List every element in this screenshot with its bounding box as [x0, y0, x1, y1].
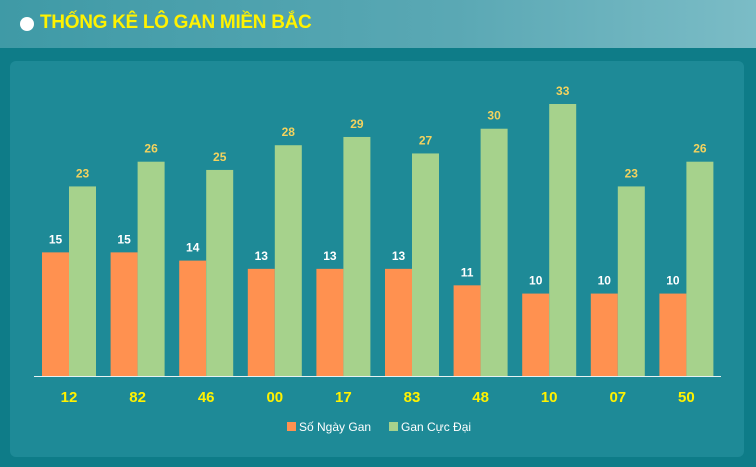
- bars-group: [42, 104, 714, 376]
- legend-swatch-gan-cuc-dai: [389, 422, 398, 431]
- chart-header: THỐNG KÊ LÔ GAN MIỀN BẮC: [0, 0, 756, 48]
- bullet-dot-icon: [20, 17, 34, 31]
- bar-gan-cuc-dai-07: [617, 186, 645, 376]
- category-label-12: 12: [61, 389, 78, 406]
- data-label-gan-cuc-dai-50: 26: [693, 142, 707, 156]
- bar-so-ngay-gan-50: [659, 293, 687, 376]
- data-label-gan-cuc-dai-12: 23: [76, 166, 90, 180]
- data-labels-group: 15 23 15 26 14 25 13 28 13 29 13 27 11 30 10 33 10 23 10 26: [49, 84, 707, 288]
- data-label-so-ngay-gan-17: 13: [323, 249, 337, 263]
- data-label-gan-cuc-dai-48: 30: [487, 109, 501, 123]
- category-label-07: 07: [609, 389, 626, 406]
- data-label-gan-cuc-dai-46: 25: [213, 150, 227, 164]
- data-label-gan-cuc-dai-82: 26: [144, 142, 158, 156]
- bar-gan-cuc-dai-82: [137, 161, 165, 376]
- category-label-00: 00: [266, 389, 283, 406]
- data-label-so-ngay-gan-46: 14: [186, 241, 200, 255]
- data-label-so-ngay-gan-82: 15: [117, 232, 131, 246]
- bar-so-ngay-gan-07: [590, 293, 618, 376]
- bar-so-ngay-gan-12: [42, 252, 69, 376]
- bar-so-ngay-gan-48: [453, 285, 481, 376]
- bar-so-ngay-gan-10: [522, 293, 550, 376]
- data-label-gan-cuc-dai-17: 29: [350, 117, 364, 131]
- category-label-48: 48: [472, 389, 489, 406]
- bar-gan-cuc-dai-10: [549, 104, 577, 376]
- data-label-so-ngay-gan-83: 13: [392, 249, 406, 263]
- legend-label-gan-cuc-dai: Gan Cực Đại: [401, 420, 471, 434]
- bar-gan-cuc-dai-00: [274, 145, 302, 376]
- category-label-17: 17: [335, 389, 352, 406]
- data-label-so-ngay-gan-12: 15: [49, 232, 63, 246]
- category-label-50: 50: [678, 389, 695, 406]
- data-label-so-ngay-gan-07: 10: [598, 274, 612, 288]
- bar-so-ngay-gan-17: [316, 268, 344, 376]
- category-label-83: 83: [404, 389, 421, 406]
- bar-so-ngay-gan-46: [179, 260, 207, 376]
- category-labels-group: 12 82 46 00 17 83 48 10 07 50: [61, 389, 695, 406]
- category-label-82: 82: [129, 389, 146, 406]
- bar-so-ngay-gan-82: [110, 252, 138, 376]
- page-title: THỐNG KÊ LÔ GAN MIỀN BẮC: [40, 12, 312, 33]
- bar-gan-cuc-dai-46: [206, 169, 234, 376]
- bar-gan-cuc-dai-17: [343, 136, 371, 376]
- category-label-10: 10: [541, 389, 558, 406]
- bar-so-ngay-gan-00: [247, 268, 275, 376]
- category-label-46: 46: [198, 389, 215, 406]
- bar-gan-cuc-dai-83: [412, 153, 439, 376]
- bar-gan-cuc-dai-50: [686, 161, 714, 376]
- data-label-gan-cuc-dai-00: 28: [282, 125, 296, 139]
- legend: Số Ngày Gan Gan Cực Đại: [287, 420, 471, 434]
- legend-label-so-ngay-gan: Số Ngày Gan: [299, 420, 371, 434]
- bar-gan-cuc-dai-48: [480, 128, 508, 376]
- bar-so-ngay-gan-83: [385, 268, 412, 376]
- data-label-gan-cuc-dai-83: 27: [419, 133, 433, 147]
- data-label-so-ngay-gan-10: 10: [529, 274, 543, 288]
- legend-swatch-so-ngay-gan: [287, 422, 296, 431]
- data-label-so-ngay-gan-00: 13: [255, 249, 269, 263]
- data-label-so-ngay-gan-50: 10: [666, 274, 680, 288]
- data-label-gan-cuc-dai-10: 33: [556, 84, 570, 98]
- data-label-gan-cuc-dai-07: 23: [625, 166, 639, 180]
- bar-gan-cuc-dai-12: [69, 186, 96, 376]
- data-label-so-ngay-gan-48: 11: [461, 265, 474, 279]
